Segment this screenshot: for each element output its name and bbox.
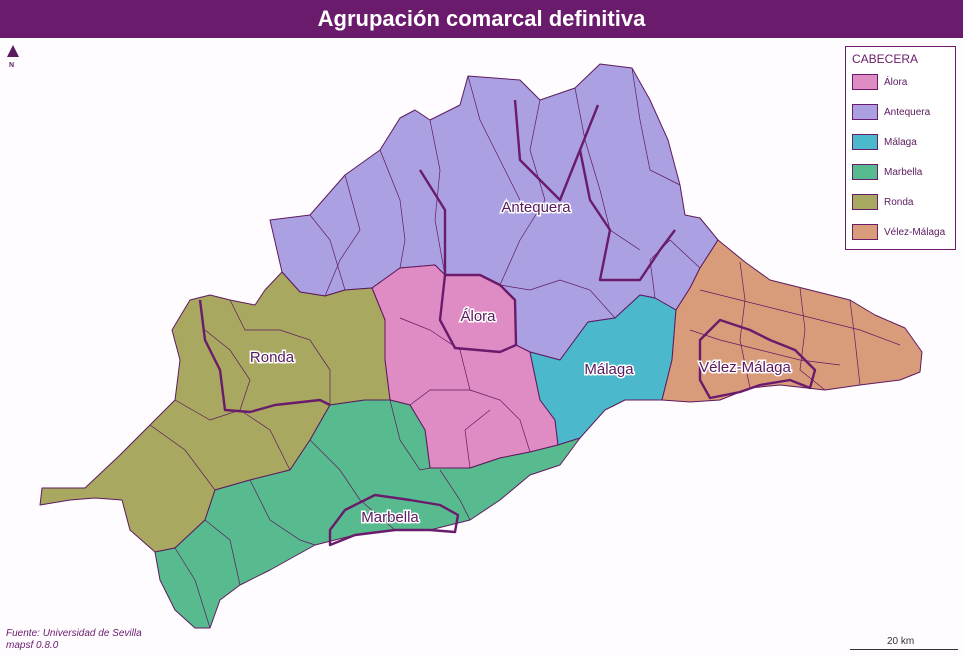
region-ronda[interactable] xyxy=(39,271,391,553)
label-velez: Vélez-Málaga xyxy=(699,359,791,376)
north-label: N xyxy=(9,62,15,69)
source-note: Fuente: Universidad de Sevilla mapsf 0.8… xyxy=(6,628,142,652)
label-antequera: Antequera xyxy=(501,199,571,216)
legend-title: CABECERA xyxy=(852,52,919,66)
legend-swatch xyxy=(852,134,878,150)
source-line: Fuente: Universidad de Sevilla xyxy=(6,628,142,639)
legend-label: Ronda xyxy=(884,197,914,208)
label-alora: Álora xyxy=(460,308,496,325)
scale-bar xyxy=(850,649,958,650)
legend-swatch xyxy=(852,224,878,240)
label-malaga: Málaga xyxy=(584,361,634,378)
label-marbella: Marbella xyxy=(361,509,419,526)
source-line: mapsf 0.8.0 xyxy=(6,640,59,651)
legend-label: Vélez-Málaga xyxy=(884,227,946,238)
legend-item-ronda: Ronda xyxy=(852,194,956,212)
region-velez[interactable] xyxy=(661,239,923,403)
legend-label: Marbella xyxy=(884,167,923,178)
legend-item-malaga: Málaga xyxy=(852,134,956,152)
legend-swatch xyxy=(852,164,878,180)
legend-item-alora: Álora xyxy=(852,74,956,92)
legend: CABECERA Álora Antequera Málaga Marbella… xyxy=(845,46,956,250)
legend-label: Málaga xyxy=(884,137,917,148)
legend-item-velez: Vélez-Málaga xyxy=(852,224,956,242)
legend-label: Álora xyxy=(884,77,908,88)
legend-swatch xyxy=(852,74,878,90)
legend-label: Antequera xyxy=(884,107,931,118)
legend-swatch xyxy=(852,194,878,210)
scale-bar-label: 20 km xyxy=(887,636,915,647)
legend-item-antequera: Antequera xyxy=(852,104,956,122)
legend-swatch xyxy=(852,104,878,120)
label-ronda: Ronda xyxy=(250,349,295,366)
legend-item-marbella: Marbella xyxy=(852,164,956,182)
map-canvas: Antequera Álora Ronda Málaga Vélez-Málag… xyxy=(39,63,923,629)
map-title: Agrupación comarcal definitiva xyxy=(0,0,963,38)
north-arrow-icon xyxy=(7,45,19,57)
